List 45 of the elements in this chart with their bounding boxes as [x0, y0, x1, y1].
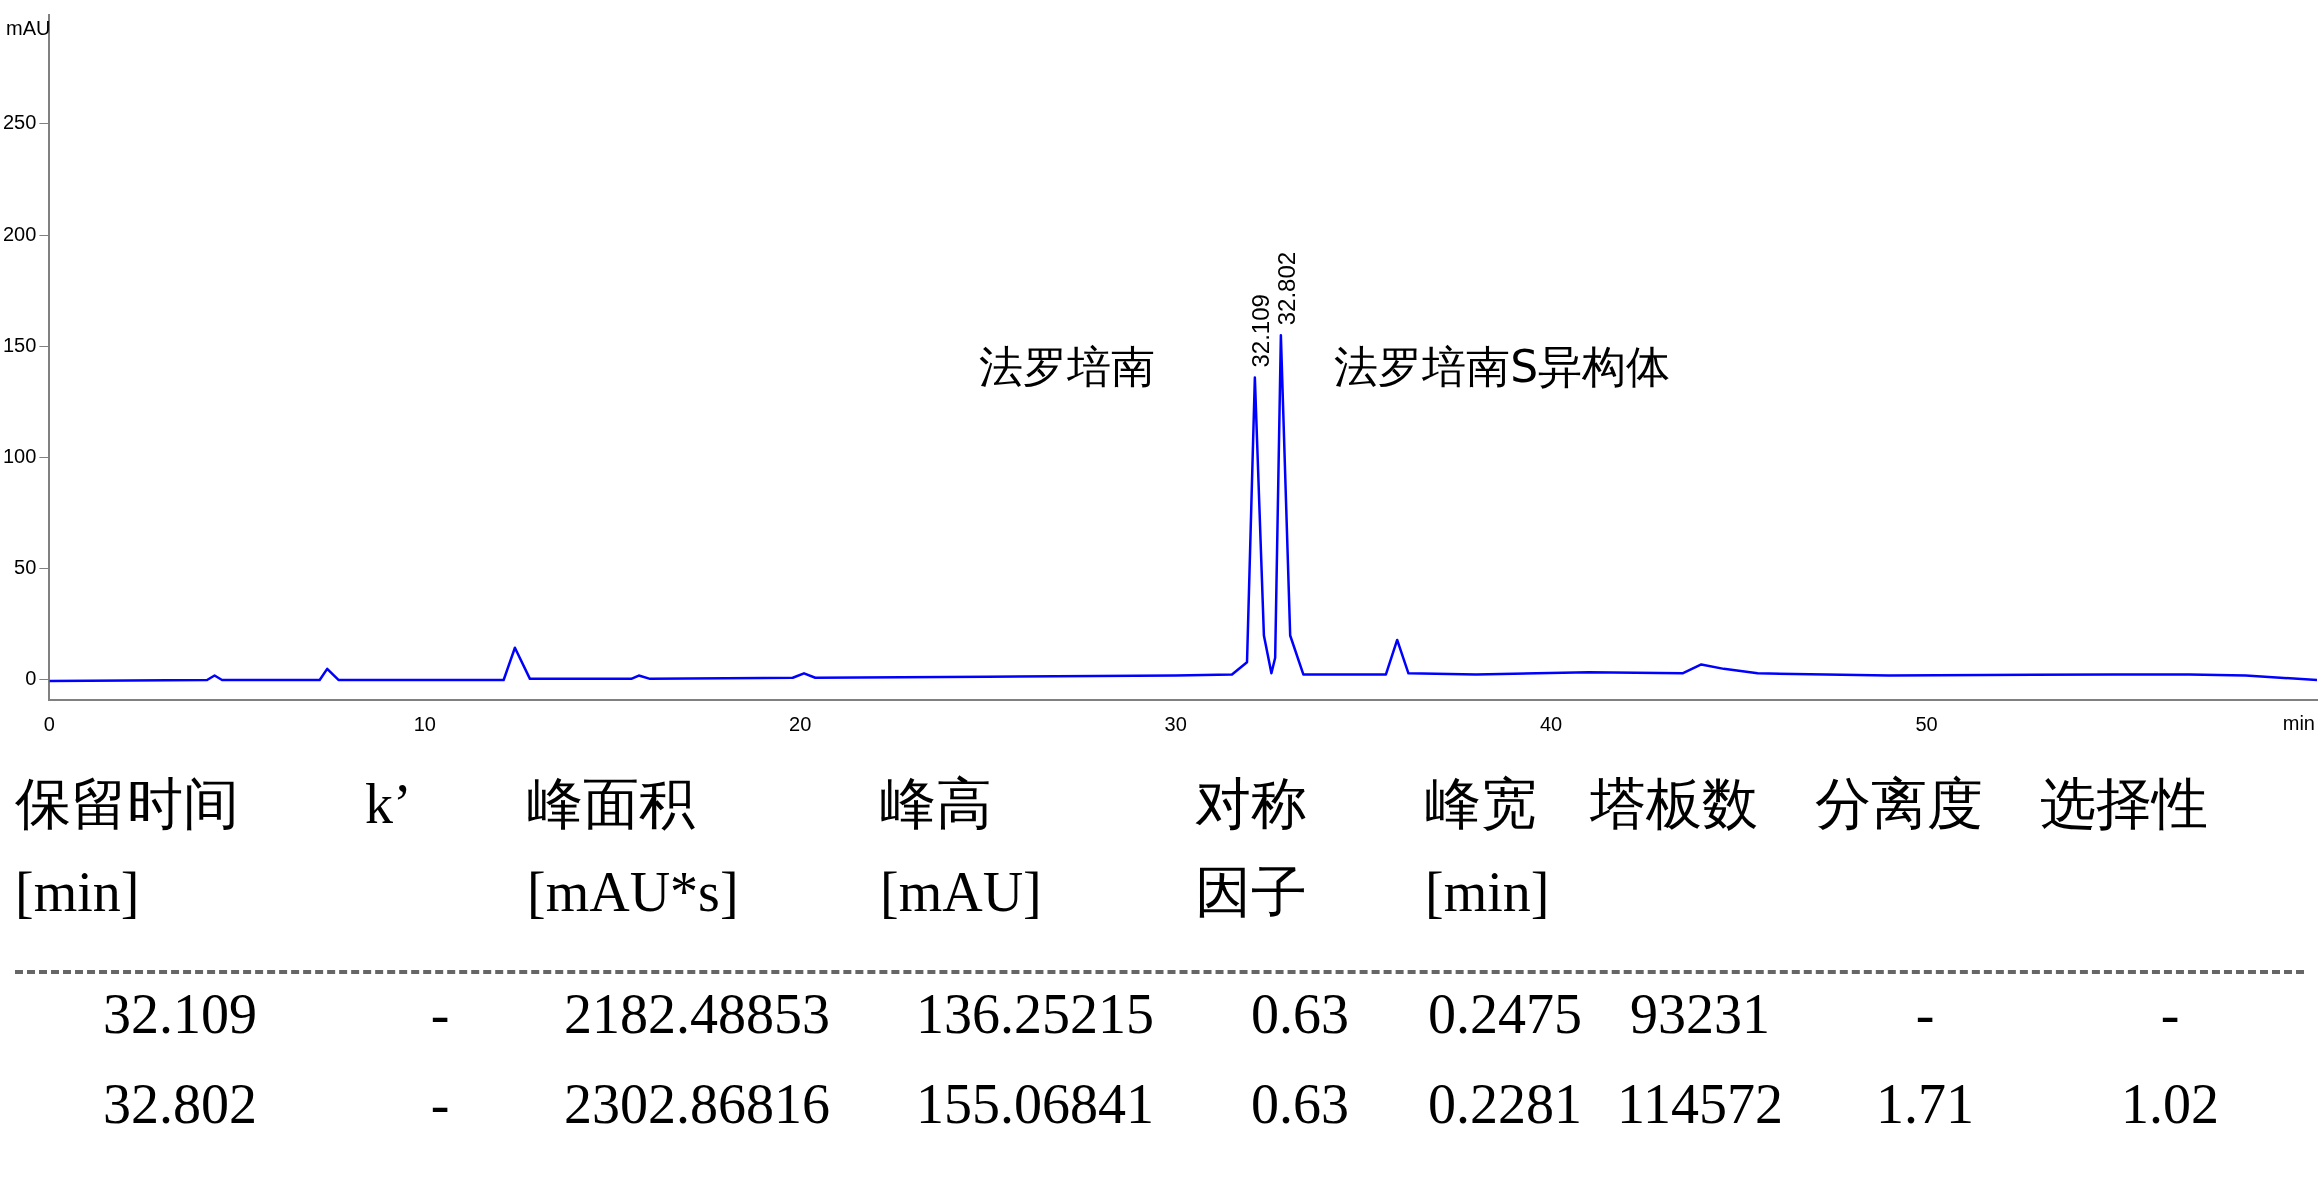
text: 0.2281 — [1427, 1072, 1583, 1137]
text: 155.06841 — [915, 1072, 1155, 1137]
x-tick-label: 30 — [1164, 712, 1187, 735]
text: 1.02 — [2120, 1072, 2220, 1137]
x-tick-label: 40 — [1539, 712, 1563, 735]
y-axis-title: mAU — [6, 16, 51, 39]
text: - — [2159, 982, 2181, 1047]
text: 114572 — [1616, 1072, 1784, 1137]
text: 136.25215 — [915, 982, 1155, 1047]
y-tick-label: 50 — [14, 556, 37, 579]
text: - — [429, 982, 451, 1047]
x-tick-label: 10 — [413, 712, 436, 735]
text: 塔板数 — [1590, 772, 1759, 837]
text: 峰高 [mAU] — [880, 772, 1043, 925]
text: 2302.86816 — [563, 1072, 831, 1137]
text: - — [429, 1072, 451, 1137]
text: 93231 — [1629, 982, 1771, 1047]
text: 选择性 — [2040, 772, 2209, 837]
text: 1.71 — [1875, 1072, 1975, 1137]
x-tick-label: 0 — [43, 712, 55, 735]
text: 对称因子 — [1195, 772, 1308, 925]
text: 0.63 — [1250, 982, 1350, 1047]
annotation: 法罗培南S异构体 — [1334, 341, 1671, 393]
annotation: 法罗培南 — [978, 341, 1155, 393]
text: 32.802 — [102, 1072, 258, 1137]
y-tick-label: 250 — [2, 111, 37, 134]
x-tick-label: 50 — [1915, 712, 1938, 735]
x-axis-title: min — [2282, 711, 2315, 734]
text: - — [1914, 982, 1936, 1047]
text: 32.109 — [102, 982, 258, 1047]
y-tick-label: 100 — [2, 445, 37, 468]
text: 峰宽 [min] — [1425, 772, 1551, 925]
y-tick-label: 0 — [25, 667, 37, 690]
text: 0.63 — [1250, 1072, 1350, 1137]
text: 0.2475 — [1427, 982, 1583, 1047]
text: 保留时间 [min] — [15, 772, 240, 925]
text: k’ — [365, 772, 413, 837]
annotation: 32.109 — [1247, 294, 1275, 368]
x-tick-label: 20 — [789, 712, 812, 735]
text: 峰面积 [mAU*s] — [527, 772, 740, 925]
text: 2182.48853 — [563, 982, 831, 1047]
y-tick-label: 150 — [2, 333, 37, 356]
text: 分离度 — [1815, 772, 1984, 837]
annotation: 32.802 — [1273, 251, 1301, 326]
y-tick-label: 200 — [2, 222, 37, 245]
